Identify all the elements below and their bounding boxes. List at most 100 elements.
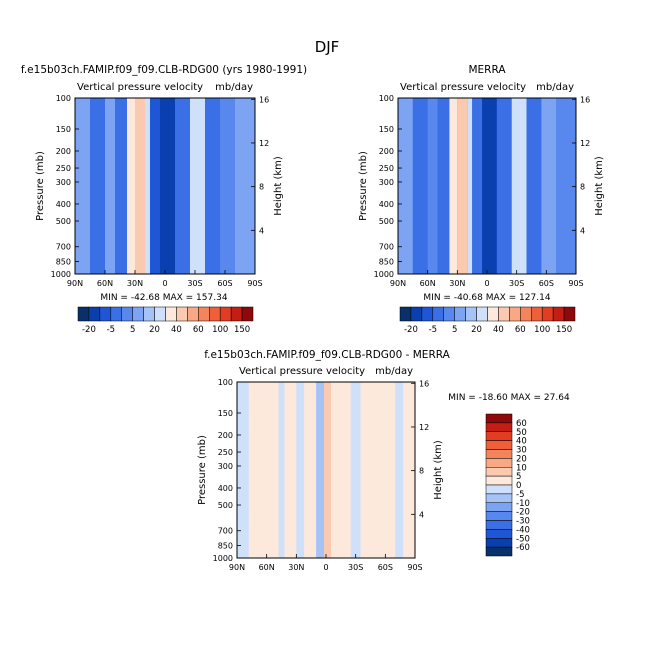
y-tick-label: 500	[56, 217, 71, 226]
colorbar-model: -20 -5 5 20 40 60 100 150	[77, 306, 254, 335]
colorbar-swatch	[485, 475, 513, 486]
x-tick-label: 90S	[568, 279, 583, 288]
colorbar-label: 40	[516, 437, 527, 447]
x-tick-label: 60S	[378, 563, 393, 572]
x-tick-label: 60N	[259, 563, 275, 572]
y-tick-label: 1000	[374, 270, 394, 279]
colorbar-swatch	[476, 306, 488, 322]
y-tick-label: 200	[218, 431, 233, 440]
y2-tick-label: 16	[419, 379, 429, 388]
colorbar-swatch	[531, 306, 543, 322]
contour-band	[360, 382, 396, 558]
colorbar-swatch	[485, 502, 513, 512]
colorbar-swatch	[485, 511, 513, 521]
colorbar-label: -40	[516, 525, 530, 535]
contour-band	[237, 382, 249, 558]
x-tick-label: 30N	[449, 279, 465, 288]
y-tick-label: 850	[379, 258, 394, 267]
colorbar-swatch	[563, 306, 576, 322]
y2-axis-label: Height (km)	[433, 440, 444, 500]
y-tick-label: 850	[56, 258, 71, 267]
contour-band	[296, 382, 305, 558]
colorbar-label: -10	[516, 499, 530, 509]
colorbar-swatch	[485, 529, 513, 539]
x-tick-label: 90N	[229, 563, 245, 572]
chart-panel-model: 100 150 200 250 300 400 500 700 850 1000 4 8 12 16 90N…	[35, 82, 284, 303]
contour-band	[284, 382, 297, 558]
contour-band	[205, 98, 220, 274]
contour-band	[324, 382, 331, 558]
colorbar-label: 150	[556, 325, 572, 335]
contour-band	[437, 98, 450, 274]
contour-band	[190, 98, 205, 274]
colorbar-label: -30	[516, 517, 530, 527]
y-tick-label: 150	[379, 125, 394, 134]
colorbar-swatch	[176, 306, 188, 322]
page-title: DJF	[315, 38, 340, 56]
contour-band	[412, 98, 428, 274]
colorbar-swatch	[485, 413, 513, 424]
contour-band	[541, 98, 557, 274]
colorbar-swatch	[230, 306, 243, 322]
colorbar-label: 100	[212, 325, 228, 335]
contour-band	[511, 98, 527, 274]
colorbar-swatch	[485, 431, 513, 441]
y-tick-label: 400	[379, 200, 394, 209]
contour-band	[248, 382, 279, 558]
y2-tick-label: 4	[259, 226, 264, 235]
x-tick-label: 30S	[348, 563, 363, 572]
colorbar-label: 20	[149, 325, 160, 335]
colorbar-label: 5	[130, 325, 135, 335]
y-axis-label: Pressure (mb)	[197, 435, 208, 505]
panel-obs-title: MERRA	[468, 64, 506, 76]
colorbar-swatch	[485, 520, 513, 530]
x-tick-label: 30S	[509, 279, 524, 288]
contour-band	[316, 382, 325, 558]
y-tick-label: 200	[379, 147, 394, 156]
colorbar-swatch	[432, 306, 444, 322]
y-tick-label: 400	[56, 200, 71, 209]
y-tick-label: 300	[218, 462, 233, 471]
colorbar-label: -5	[516, 490, 524, 500]
chart-panel-diff: 100150200250300400500700850100048121690N…	[197, 366, 570, 572]
y2-tick-label: 16	[259, 95, 269, 104]
x-tick-label: 90N	[390, 279, 406, 288]
y-tick-label: 700	[379, 243, 394, 252]
y2-tick-label: 8	[259, 183, 264, 192]
colorbar-label: 50	[516, 428, 527, 438]
x-tick-label: 90S	[247, 279, 262, 288]
colorbar-swatch	[443, 306, 455, 322]
y2-tick-label: 16	[580, 95, 590, 104]
colorbar-swatch	[485, 422, 513, 432]
y-tick-label: 300	[379, 178, 394, 187]
y-tick-label: 700	[56, 243, 71, 252]
colorbar-label: 10	[516, 463, 527, 473]
colorbar-swatch	[485, 467, 513, 477]
colorbar-label: 5	[452, 325, 457, 335]
stats-label: MIN = -40.68 MAX = 127.14	[423, 293, 550, 303]
colorbar-label: -5	[429, 325, 437, 335]
y-axis-label: Pressure (mb)	[358, 151, 369, 221]
variable-label: Vertical pressure velocity	[239, 366, 365, 377]
y-tick-label: 250	[56, 164, 71, 173]
colorbar-obs: -20 -5 5 20 40 60 100 150	[399, 306, 576, 335]
colorbar-swatch	[465, 306, 477, 322]
y-tick-label: 100	[379, 94, 394, 103]
colorbar-swatch	[485, 538, 513, 548]
units-label: mb/day	[536, 82, 574, 93]
y-tick-label: 500	[218, 501, 233, 510]
y-tick-label: 150	[218, 409, 233, 418]
contour-band	[75, 98, 90, 274]
contour-band	[278, 382, 285, 558]
units-label: mb/day	[375, 366, 413, 377]
x-tick-label: 90S	[407, 563, 422, 572]
contour-band	[145, 98, 150, 274]
contour-band	[150, 98, 160, 274]
y-tick-label: 1000	[51, 270, 71, 279]
contour-band	[526, 98, 542, 274]
contour-band	[175, 98, 190, 274]
y2-tick-label: 12	[419, 423, 429, 432]
colorbar-swatch	[165, 306, 177, 322]
colorbar-label: 150	[234, 325, 250, 335]
